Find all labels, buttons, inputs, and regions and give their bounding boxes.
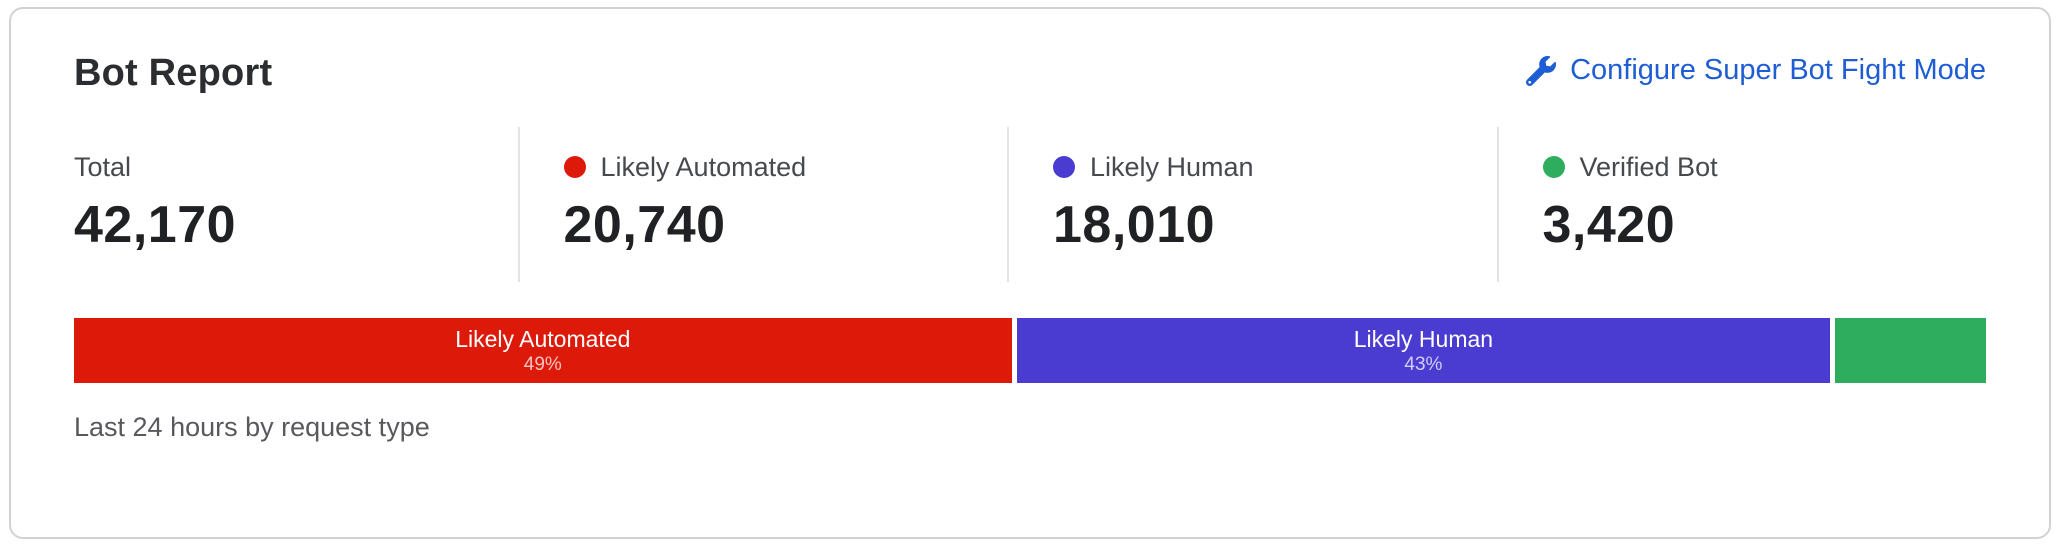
configure-link-label: Configure Super Bot Fight Mode bbox=[1570, 54, 1986, 86]
likely-automated-dot-icon bbox=[563, 155, 586, 178]
stat-likely-automated: Likely Automated 20,740 bbox=[517, 126, 1008, 283]
likely-human-dot-icon bbox=[1053, 155, 1075, 178]
stat-total-label: Total bbox=[74, 151, 132, 182]
stat-total-value: 42,170 bbox=[74, 196, 237, 255]
page-title: Bot Report bbox=[74, 52, 273, 94]
bar-segment-likely-human-label: Likely Human bbox=[1353, 325, 1494, 352]
verified-bot-dot-icon bbox=[1542, 155, 1565, 178]
stat-total: Total 42,170 bbox=[74, 127, 518, 283]
stat-likely-automated-value: 20,740 bbox=[563, 196, 726, 255]
bar-segment-likely-human-percent: 43% bbox=[1404, 354, 1443, 376]
wrench-icon bbox=[1526, 55, 1557, 86]
bar-segment-likely-automated: Likely Automated 49% bbox=[74, 318, 1012, 384]
stat-verified-bot: Verified Bot 3,420 bbox=[1496, 126, 1987, 283]
bar-segment-likely-automated-percent: 49% bbox=[523, 354, 562, 376]
time-range-caption: Last 24 hours by request type bbox=[74, 412, 430, 443]
card-header: Bot Report Configure Super Bot Fight Mod… bbox=[74, 52, 1986, 95]
stat-likely-human-value: 18,010 bbox=[1053, 196, 1216, 255]
bot-report-card: Bot Report Configure Super Bot Fight Mod… bbox=[9, 7, 2051, 539]
stat-likely-human: Likely Human 18,010 bbox=[1007, 126, 1497, 283]
configure-super-bot-fight-mode-link[interactable]: Configure Super Bot Fight Mode bbox=[1526, 54, 1986, 87]
bar-segment-likely-human: Likely Human 43% bbox=[1016, 318, 1831, 384]
stats-row: Total 42,170 Likely Automated 20,740 Lik… bbox=[74, 126, 1987, 283]
stat-verified-bot-label: Verified Bot bbox=[1579, 151, 1718, 182]
bar-segment-verified-bot bbox=[1835, 318, 1986, 384]
request-type-stacked-bar: Likely Automated 49% Likely Human 43% bbox=[74, 318, 1986, 384]
stat-likely-automated-label: Likely Automated bbox=[600, 151, 807, 182]
bar-segment-likely-automated-label: Likely Automated bbox=[455, 325, 631, 352]
stat-verified-bot-value: 3,420 bbox=[1542, 196, 1676, 255]
stat-likely-human-label: Likely Human bbox=[1090, 151, 1254, 182]
